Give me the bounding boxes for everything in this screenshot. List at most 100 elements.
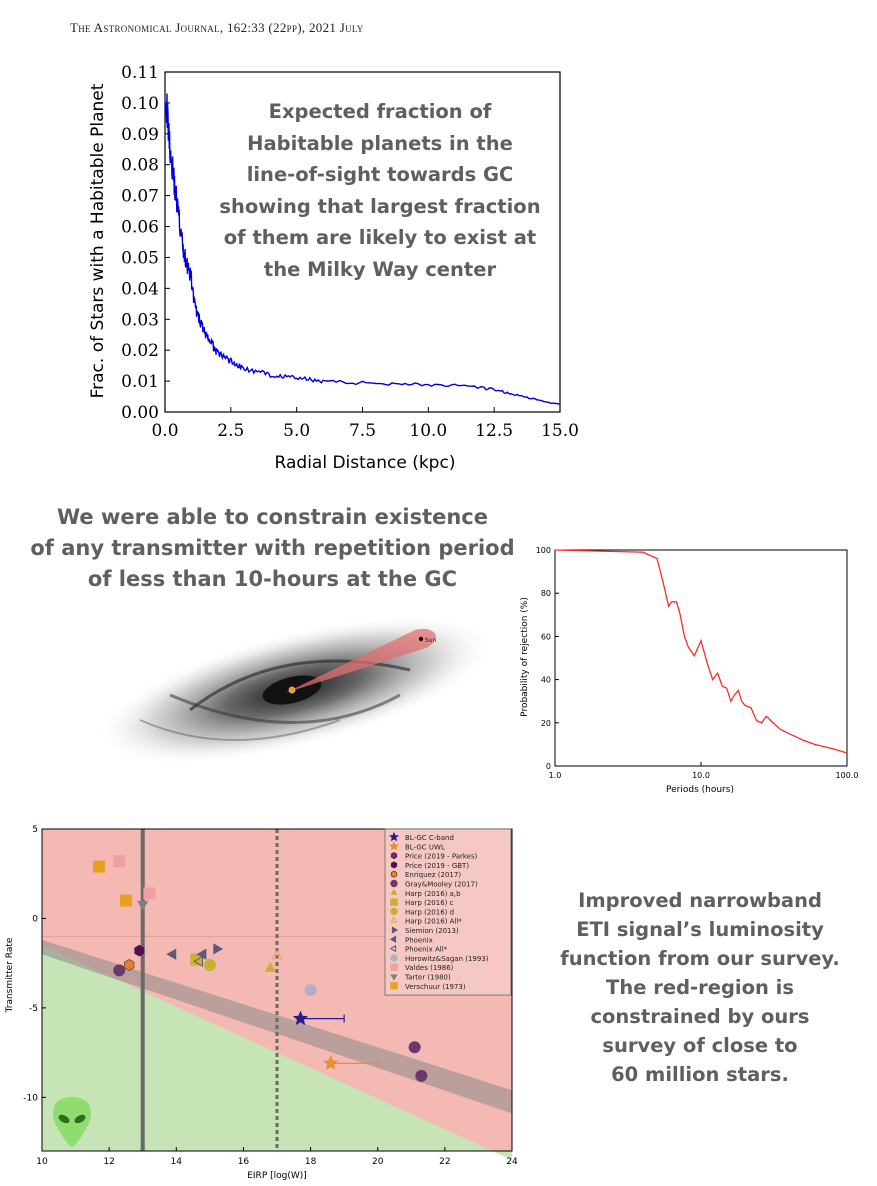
caption-line: ETI signal’s luminosity	[576, 918, 824, 941]
rejection-line	[554, 549, 848, 754]
y-tick-label: 0	[546, 762, 551, 771]
rejection-probability-chart: 1.0 10.0 100.0 0 20 40 60 80 100 Periods (hours)…	[520, 546, 858, 795]
data-point	[323, 1055, 339, 1070]
caption-line: survey of close to	[602, 1034, 798, 1057]
legend-label: BL-GC C-band	[405, 834, 454, 842]
data-point	[113, 964, 126, 977]
y-tick-label: 0.05	[121, 248, 159, 268]
data-point	[415, 1069, 428, 1082]
y-axis-label: Probability of rejection (%)	[520, 597, 530, 717]
x-tick-label: 0.0	[151, 421, 178, 441]
x-tick-label: 14	[171, 1157, 183, 1167]
caption-line: of any transmitter with repetition perio…	[30, 536, 515, 560]
x-tick-label: 10	[36, 1157, 48, 1167]
legend-label: Phoenix All*	[405, 946, 448, 954]
legend-label: Phoenix	[405, 936, 433, 944]
legend-marker	[389, 944, 397, 953]
alien-icon	[53, 1097, 91, 1147]
y-tick-label: 5	[32, 825, 38, 835]
caption-line: Habitable planets in the	[247, 131, 513, 155]
y-tick-label: 60	[541, 632, 551, 641]
legend-label: Price (2019 - Parkes)	[405, 853, 478, 861]
caption-line: Expected fraction of	[268, 100, 492, 123]
x-tick-label: 12	[103, 1157, 114, 1167]
habitable-fraction-line	[164, 93, 561, 405]
luminosity-caption: Improved narrowband ETI signal’s luminosi…	[525, 886, 875, 1089]
y-tick-label: 80	[541, 589, 551, 598]
legend-label: Harp (2016) d	[405, 908, 454, 916]
legend-marker	[389, 841, 399, 851]
habitable-caption: Expected fraction of Habitable planets in…	[195, 96, 565, 285]
data-point	[93, 860, 106, 873]
x-tick-label: 15.0	[541, 421, 579, 441]
data-point	[137, 900, 149, 911]
legend-marker	[390, 879, 398, 888]
y-tick-label: -10	[23, 1093, 38, 1103]
x-tick-label: 10.0	[409, 421, 447, 441]
data-point	[119, 894, 132, 907]
caption-line: the Milky Way center	[263, 257, 497, 281]
legend-marker	[390, 852, 398, 860]
sun-label: Sun	[425, 637, 437, 644]
line-of-sight-cone	[285, 628, 436, 693]
galaxy-illustration: Sun	[95, 614, 495, 766]
habitable-fraction-chart: 0.0 2.5 5.0 7.5 10.0 12.5 15.0 0.00 0.01 0.02 0.03…	[88, 63, 579, 473]
y-tick-label: 0.04	[121, 279, 159, 299]
caption-line: We were able to constrain existence	[56, 505, 488, 529]
legend-marker	[390, 861, 398, 869]
legend-label: Enriquez (2017)	[405, 871, 461, 879]
data-point	[292, 1010, 309, 1026]
y-tick-label: 0.11	[121, 63, 159, 83]
x-tick-label: 22	[439, 1157, 450, 1167]
y-tick-label: 0.10	[121, 94, 159, 114]
legend-marker	[390, 870, 398, 878]
caption-line: function from our survey.	[560, 947, 840, 970]
x-tick-label: 20	[372, 1157, 384, 1167]
legend-label: Harp (2016) c	[405, 899, 454, 907]
data-point	[166, 948, 177, 960]
data-point	[143, 887, 156, 900]
legend-box	[384, 828, 512, 996]
x-tick-label: 1.0	[549, 771, 562, 780]
caption-line: of them are likely to exist at	[223, 226, 537, 249]
data-point	[193, 955, 203, 967]
y-tick-label: 20	[541, 719, 551, 728]
data-point	[271, 949, 283, 960]
x-tick-label: 10.0	[692, 771, 710, 780]
legend-marker	[390, 907, 398, 916]
caption-line: of less than 10-hours at the GC	[87, 567, 458, 591]
x-axis-label: Radial Distance (kpc)	[275, 453, 456, 473]
x-tick-label: 5.0	[283, 421, 310, 441]
galactic-center-marker	[288, 686, 296, 694]
data-point	[213, 943, 224, 955]
x-axis-label: EIRP [log(W)]	[247, 1171, 307, 1181]
data-point	[134, 944, 145, 957]
journal-header: The Astronomical Journal, 162:33 (22pp),…	[70, 20, 364, 35]
legend-label: Verschuur (1973)	[405, 983, 466, 991]
legend-label: Valdes (1986)	[405, 964, 454, 972]
y-tick-label: 0.06	[121, 218, 159, 238]
data-point	[113, 855, 126, 868]
legend-marker	[390, 963, 398, 971]
legend-marker	[389, 935, 397, 943]
y-tick-label: 100	[536, 546, 551, 555]
legend-marker	[390, 916, 398, 923]
x-tick-label: 16	[238, 1157, 250, 1167]
caption-line: line-of-sight towards GC	[246, 163, 514, 186]
y-tick-label: 0.03	[121, 310, 159, 330]
x-tick-label: 24	[506, 1157, 518, 1167]
y-tick-label: 0.01	[121, 372, 159, 392]
legend-marker	[390, 888, 398, 895]
legend-label: Siemion (2013)	[405, 927, 459, 935]
plot-frame	[41, 828, 513, 1152]
legend-marker	[390, 974, 398, 981]
data-point	[124, 959, 135, 971]
x-tick-label: 18	[305, 1157, 317, 1167]
y-tick-label: -5	[29, 1004, 38, 1014]
data-point	[264, 961, 276, 972]
caption-line: 60 million stars.	[611, 1063, 789, 1086]
data-point	[408, 1041, 421, 1054]
y-tick-label: 0.09	[121, 125, 159, 145]
legend-label: Harp (2016) All*	[405, 918, 462, 926]
legend-label: Price (2019 - GBT)	[405, 862, 469, 870]
